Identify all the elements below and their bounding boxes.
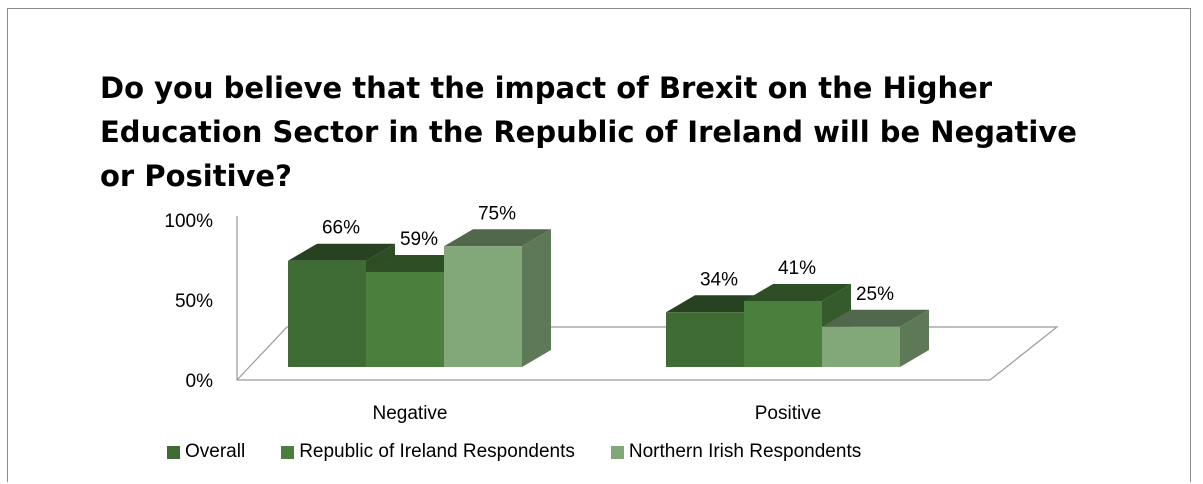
bar-top-republic-of-ireland-respondents-positive [744,283,851,301]
y-tick-label-0: 0% [186,371,214,392]
value-label-northern-irish-respondents-negative: 75% [478,203,516,224]
bar-side-northern-irish-respondents-positive [900,309,929,367]
legend-swatch-republic-of-ireland [281,445,295,459]
legend-swatch-overall [167,445,180,459]
legend-item-republic-of-ireland: Republic of Ireland Respondents [281,441,575,463]
value-label-northern-irish-respondents-positive: 25% [856,284,894,305]
y-tick-label-50: 50% [175,291,213,312]
legend-item-northern-irish: Northern Irish Respondents [610,441,862,463]
bar-overall-positive [666,312,744,367]
value-label-republic-of-ireland-respondents-negative: 59% [400,229,438,250]
legend: Overall Republic of Ireland Respondents … [167,440,897,464]
bar-northern-irish-respondents-negative [444,246,522,367]
legend-label-republic-of-ireland: Republic of Ireland Respondents [299,441,575,462]
value-label-overall-positive: 34% [700,269,738,290]
bar-side-northern-irish-respondents-negative [522,229,551,367]
axis-floor [236,216,1059,381]
legend-swatch-northern-irish [610,445,624,459]
chart-bars [288,229,929,367]
bar-overall-negative [288,260,366,367]
category-label-negative: Negative [373,403,448,424]
value-label-overall-negative: 66% [322,218,360,239]
chart-axes [236,216,1059,381]
value-label-republic-of-ireland-respondents-positive: 41% [778,258,816,279]
legend-label-overall: Overall [185,441,246,462]
bar-northern-irish-respondents-positive [822,326,900,367]
bar-top-overall-negative [288,243,395,261]
chart-frame [7,8,1191,482]
bar-top-northern-irish-respondents-negative [444,229,551,247]
bar-republic-of-ireland-respondents-positive [744,300,822,367]
legend-label-northern-irish: Northern Irish Respondents [628,441,862,462]
y-tick-label-100: 100% [164,211,213,232]
chart-title: Do you believe that the impact of Brexit… [100,71,1077,193]
category-label-positive: Positive [755,403,822,424]
chart-labels: 0% 50% 100% Negative Positive 66% 34% 59% 41% 75%… [164,203,894,424]
bar-top-northern-irish-respondents-positive [822,309,929,327]
legend-item-overall: Overall [167,441,245,463]
bar-republic-of-ireland-respondents-negative [366,272,444,367]
